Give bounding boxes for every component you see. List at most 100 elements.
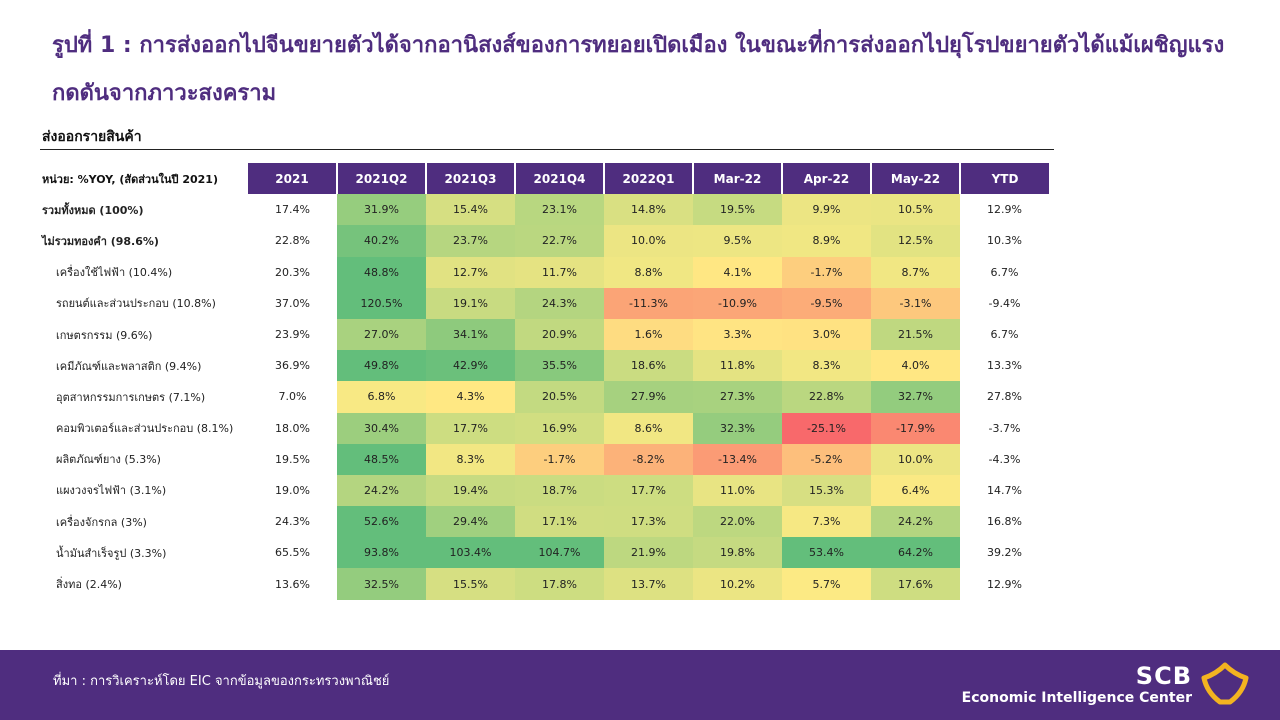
- column-header: Apr-22: [782, 163, 872, 195]
- table-cell: 27.3%: [693, 381, 782, 413]
- table-cell: -8.2%: [604, 443, 693, 475]
- table-cell: 18.7%: [515, 474, 604, 507]
- row-label: สิ่งทอ (2.4%): [56, 578, 122, 592]
- table-cell: 12.5%: [871, 225, 960, 257]
- table-cell: 18.0%: [248, 412, 337, 444]
- table-row: รถยนต์และส่วนประกอบ (10.8%) 37.0% 120.5% 19…: [40, 287, 1049, 319]
- table-cell: 17.3%: [604, 506, 693, 538]
- table-cell: 3.3%: [693, 318, 782, 351]
- table-cell: 3.0%: [782, 318, 871, 351]
- table-cell: 10.0%: [604, 225, 693, 257]
- table-cell: 24.3%: [515, 287, 604, 319]
- table-cell: 7.0%: [248, 381, 337, 413]
- table-cell: 24.2%: [337, 474, 426, 507]
- table-row: อุตสาหกรรมการเกษตร (7.1%) 7.0% 6.8% 4.3% 20.…: [40, 381, 1049, 413]
- table-cell: 17.4%: [248, 194, 337, 226]
- table-cell: 19.1%: [426, 287, 515, 319]
- table-cell: 21.5%: [871, 318, 960, 351]
- table-cell: 40.2%: [337, 225, 426, 257]
- table-cell: 17.1%: [515, 506, 604, 538]
- table-row: เครื่องจักรกล (3%) 24.3% 52.6% 29.4% 17.1% 17…: [40, 506, 1049, 538]
- row-label: รถยนต์และส่วนประกอบ (10.8%): [56, 297, 216, 311]
- table-cell: 120.5%: [337, 287, 426, 319]
- table-cell: -25.1%: [782, 412, 871, 444]
- table-cell: 64.2%: [871, 537, 960, 569]
- table-cell: 24.3%: [248, 506, 337, 538]
- table-cell: 39.2%: [960, 537, 1049, 569]
- table-cell: 23.7%: [426, 225, 515, 257]
- table-cell: 11.0%: [693, 474, 782, 507]
- table-cell: 49.8%: [337, 350, 426, 382]
- table-cell: 12.9%: [960, 568, 1049, 600]
- table-cell: -10.9%: [693, 287, 782, 319]
- table-cell: 6.7%: [960, 256, 1049, 288]
- column-header: 2021: [248, 163, 338, 195]
- table-cell: 37.0%: [248, 287, 337, 319]
- table-cell: 4.1%: [693, 256, 782, 288]
- row-label: เครื่องใช้ไฟฟ้า (10.4%): [56, 266, 173, 280]
- table-cell: 8.8%: [604, 256, 693, 288]
- table-cell: 32.5%: [337, 568, 426, 600]
- export-heatmap-table: หน่วย: %YOY, (สัดส่วนในปี 2021) 2021 2021…: [40, 163, 1049, 600]
- table-cell: 14.8%: [604, 194, 693, 226]
- table-cell: 11.8%: [693, 350, 782, 382]
- table-cell: -11.3%: [604, 287, 693, 319]
- table-cell: 15.4%: [426, 194, 515, 226]
- table-cell: 32.7%: [871, 381, 960, 413]
- table-cell: 1.6%: [604, 318, 693, 351]
- table-cell: 8.9%: [782, 225, 871, 257]
- table-cell: 16.8%: [960, 506, 1049, 538]
- table-cell: 8.3%: [426, 443, 515, 475]
- row-label: เกษตรกรรม (9.6%): [56, 328, 153, 342]
- column-header: Mar-22: [693, 163, 783, 195]
- page-title: รูปที่ 1 : การส่งออกไปจีนขยายตัวได้จากอา…: [52, 33, 1225, 106]
- brand-block: SCB Economic Intelligence Center: [962, 664, 1192, 708]
- table-cell: 13.7%: [604, 568, 693, 600]
- table-cell: -9.4%: [960, 287, 1049, 319]
- column-header: 2022Q1: [604, 163, 694, 195]
- table-cell: 16.9%: [515, 412, 604, 444]
- scb-logo-icon: [1201, 662, 1249, 705]
- table-cell: 7.3%: [782, 506, 871, 538]
- table-cell: -17.9%: [871, 412, 960, 444]
- table-cell: 19.0%: [248, 474, 337, 507]
- table-cell: 4.3%: [426, 381, 515, 413]
- table-row: ไม่รวมทองคำ (98.6%) 22.8% 40.2% 23.7% 22.7% 1…: [40, 225, 1049, 257]
- table-cell: 53.4%: [782, 537, 871, 569]
- table-cell: 17.7%: [604, 474, 693, 507]
- column-header: YTD: [960, 163, 1049, 195]
- table-cell: 19.4%: [426, 474, 515, 507]
- table-cell: 19.5%: [693, 194, 782, 226]
- table-cell: -4.3%: [960, 443, 1049, 475]
- column-header: 2021Q2: [337, 163, 427, 195]
- table-cell: 27.0%: [337, 318, 426, 351]
- row-label: คอมพิวเตอร์และส่วนประกอบ (8.1%): [56, 422, 234, 436]
- table-cell: 5.7%: [782, 568, 871, 600]
- table-cell: 6.8%: [337, 381, 426, 413]
- table-cell: 12.9%: [960, 194, 1049, 226]
- table-cell: 4.0%: [871, 350, 960, 382]
- table-cell: 15.3%: [782, 474, 871, 507]
- column-header: May-22: [871, 163, 961, 195]
- table-cell: 93.8%: [337, 537, 426, 569]
- table-cell: 20.3%: [248, 256, 337, 288]
- table-cell: 34.1%: [426, 318, 515, 351]
- table-cell: 29.4%: [426, 506, 515, 538]
- table-row: คอมพิวเตอร์และส่วนประกอบ (8.1%) 18.0% 30.4…: [40, 412, 1049, 444]
- table-cell: 22.0%: [693, 506, 782, 538]
- row-label: ไม่รวมทองคำ (98.6%): [42, 234, 159, 248]
- row-label: อุตสาหกรรมการเกษตร (7.1%): [56, 390, 206, 404]
- table-cell: 9.5%: [693, 225, 782, 257]
- table-row: รวมทั้งหมด (100%) 17.4% 31.9% 15.4% 23.1% 14.…: [40, 194, 1049, 226]
- table-cell: 19.8%: [693, 537, 782, 569]
- table-cell: 24.2%: [871, 506, 960, 538]
- table-cell: 11.7%: [515, 256, 604, 288]
- table-cell: 27.8%: [960, 381, 1049, 413]
- table-cell: 9.9%: [782, 194, 871, 226]
- table-cell: 23.9%: [248, 318, 337, 351]
- table-cell: -3.7%: [960, 412, 1049, 444]
- table-cell: 18.6%: [604, 350, 693, 382]
- table-cell: 8.3%: [782, 350, 871, 382]
- table-cell: 20.9%: [515, 318, 604, 351]
- table-cell: 35.5%: [515, 350, 604, 382]
